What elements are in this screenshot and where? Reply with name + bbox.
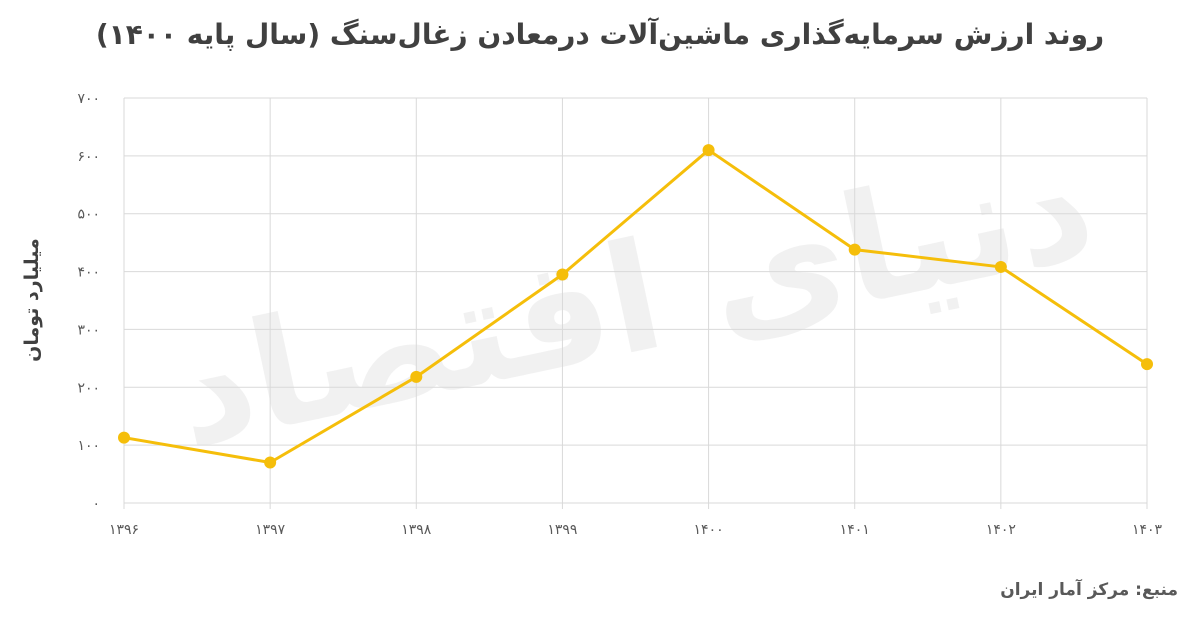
y-tick-label: ۰ <box>92 496 100 512</box>
source-note: منبع: مرکز آمار ایران <box>1000 580 1178 600</box>
y-tick-label: ۶۰۰ <box>77 149 100 165</box>
series-line <box>122 148 1149 464</box>
y-tick-label: ۷۰۰ <box>77 91 100 107</box>
data-point <box>702 144 715 157</box>
x-tick-label: ۱۳۹۹ <box>547 522 577 538</box>
x-tick-label: ۱۴۰۱ <box>840 522 870 538</box>
y-tick-label: ۱۰۰ <box>77 438 100 454</box>
x-tick-label: ۱۴۰۳ <box>1132 522 1163 538</box>
data-point <box>994 260 1007 273</box>
y-tick-label: ۳۰۰ <box>77 322 100 338</box>
y-axis: ۰ ۱۰۰ ۲۰۰ ۳۰۰ ۴۰۰ ۵۰۰ ۶۰۰ ۷۰۰ <box>77 91 100 512</box>
chart-title: روند ارزش سرمایه‌گذاری ماشین‌آلات درمعاد… <box>95 18 1105 51</box>
data-point <box>1141 358 1153 371</box>
x-tick-label: ۱۴۰۲ <box>986 522 1016 538</box>
data-point <box>410 370 423 383</box>
x-tick-label: ۱۳۹۸ <box>401 522 432 538</box>
grid <box>123 97 1148 509</box>
x-tick-label: ۱۳۹۷ <box>255 522 286 538</box>
series-layer <box>118 144 1153 469</box>
x-tick-label: ۱۴۰۰ <box>694 522 724 538</box>
y-tick-label: ۲۰۰ <box>77 380 100 396</box>
y-axis-label: میلیارد تومان <box>21 238 43 362</box>
x-tick-label: ۱۳۹۶ <box>109 522 139 538</box>
x-axis: ۱۳۹۶ ۱۳۹۷ ۱۳۹۸ ۱۳۹۹ ۱۴۰۰ ۱۴۰۱ ۱۴۰۲ ۱۴۰۳ <box>109 522 1163 538</box>
data-point <box>264 456 277 469</box>
data-point <box>848 243 861 256</box>
data-point <box>556 268 569 281</box>
y-tick-label: ۴۰۰ <box>77 265 100 281</box>
data-point <box>118 431 130 444</box>
watermark: دنیای اقتصاد <box>159 118 1107 482</box>
y-tick-label: ۵۰۰ <box>77 207 100 223</box>
